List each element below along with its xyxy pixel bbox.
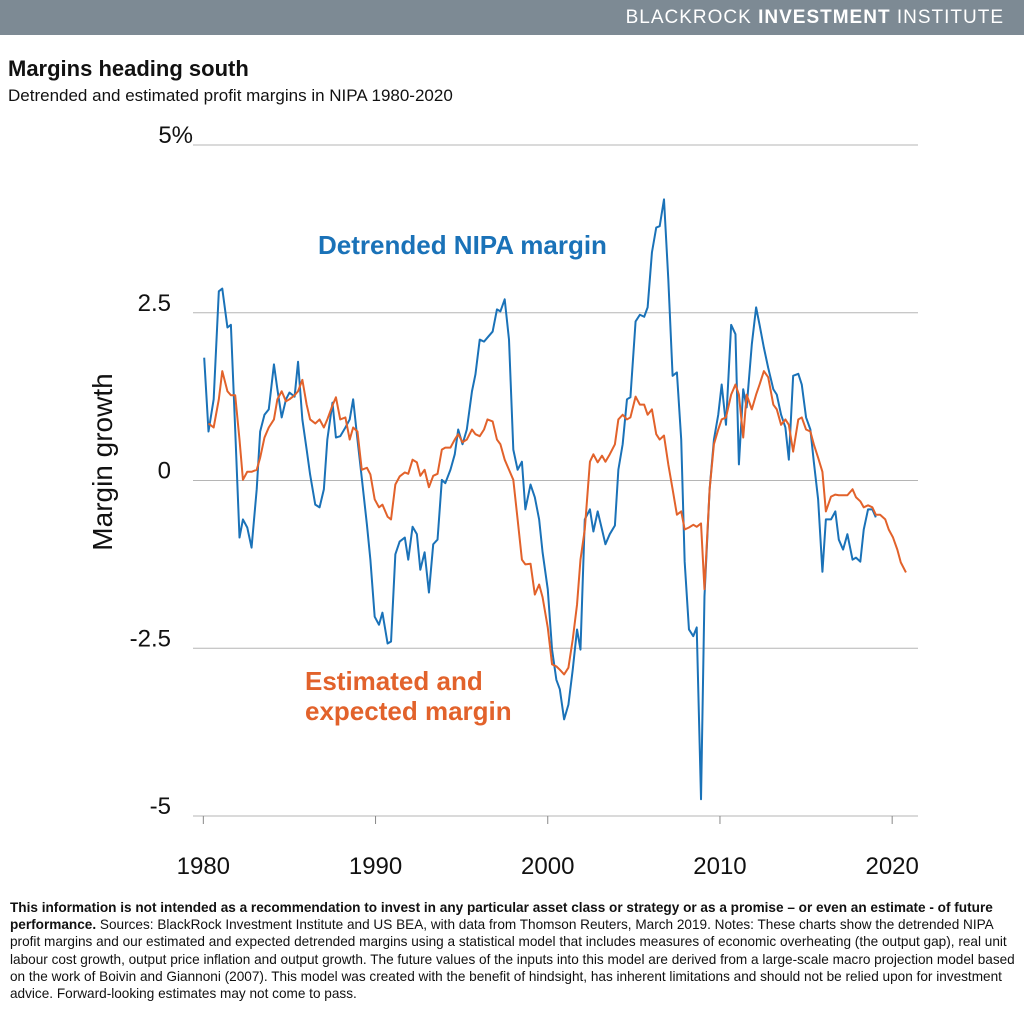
header-bar: BLACKROCK INVESTMENT INSTITUTE bbox=[0, 0, 1024, 35]
brand: BLACKROCK INVESTMENT INSTITUTE bbox=[626, 7, 1004, 29]
brand-word: INVESTMENT bbox=[758, 7, 891, 28]
brand-word: INSTITUTE bbox=[896, 7, 1004, 28]
y-axis-label: Margin growth bbox=[87, 373, 118, 550]
y-tick-label: -2.5 bbox=[130, 625, 171, 652]
chart: Margin growth -5 -2.5 0 2.5 5% 1980 1990 2000 20… bbox=[87, 122, 919, 880]
x-tick-label: 1990 bbox=[349, 853, 402, 880]
series-line bbox=[207, 370, 907, 676]
chart-title: Margins heading south bbox=[8, 56, 249, 81]
series-label: Detrended NIPA margin bbox=[318, 230, 607, 260]
series-line bbox=[203, 198, 877, 801]
disclaimer: This information is not intended as a re… bbox=[10, 900, 993, 933]
x-tick-label: 2000 bbox=[521, 853, 574, 880]
footer: This information is not intended as a re… bbox=[10, 899, 1016, 1002]
x-tick-label: 2020 bbox=[865, 853, 918, 880]
chart-subtitle: Detrended and estimated profit margins i… bbox=[8, 86, 453, 105]
notes: Sources: BlackRock Investment Institute … bbox=[10, 917, 1015, 1002]
y-tick-label: -5 bbox=[150, 793, 171, 820]
y-tick-label: 2.5 bbox=[138, 290, 171, 317]
x-tick-label: 1980 bbox=[177, 853, 230, 880]
series-label: Estimated and expected margin bbox=[305, 666, 512, 726]
x-tick-label: 2010 bbox=[693, 853, 746, 880]
brand-word: BLACKROCK bbox=[625, 7, 752, 28]
y-tick-label: 5% bbox=[158, 122, 193, 149]
y-tick-label: 0 bbox=[158, 458, 171, 485]
